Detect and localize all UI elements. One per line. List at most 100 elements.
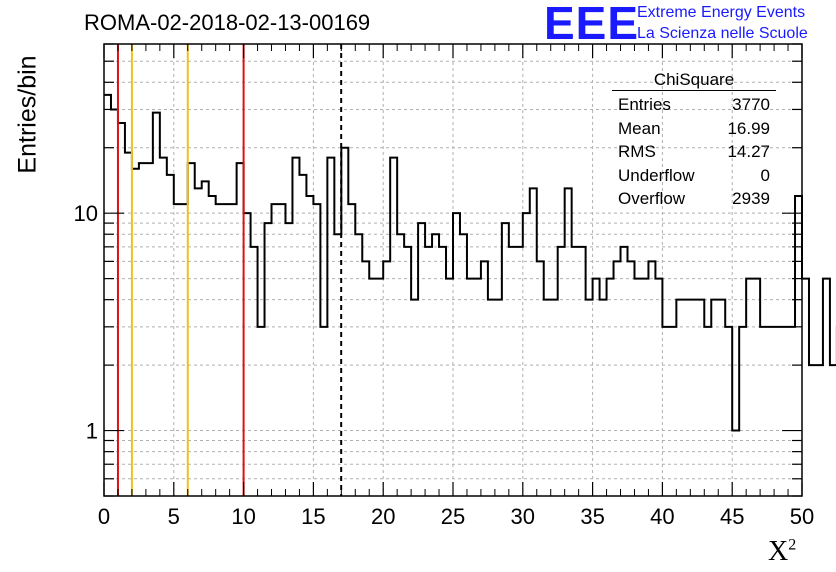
stats-row-mean: Mean 16.99: [612, 117, 776, 141]
histogram-bin: [118, 123, 125, 496]
x-tick-label: 15: [301, 504, 325, 529]
stats-row-rms: RMS 14.27: [612, 140, 776, 164]
histogram-bin: [732, 431, 739, 496]
logo-line-1: Extreme Energy Events: [637, 4, 806, 21]
x-axis-label-sup: 2: [788, 536, 797, 554]
histogram-bin: [411, 300, 418, 496]
x-tick-label: 50: [790, 504, 814, 529]
histogram-bin: [348, 204, 355, 496]
histogram-bin: [697, 300, 704, 496]
histogram-bin: [628, 261, 635, 496]
histogram-bin: [781, 327, 788, 496]
x-tick-label: 5: [168, 504, 180, 529]
histogram-bin: [753, 279, 760, 496]
stats-label: Mean: [618, 118, 661, 138]
histogram-bin: [404, 247, 411, 496]
stats-value: 14.27: [727, 142, 770, 161]
histogram-bin: [376, 279, 383, 496]
histogram-bin: [711, 300, 718, 496]
histogram-bin: [125, 153, 132, 496]
histogram-bin: [327, 158, 334, 496]
histogram-bin: [586, 300, 593, 496]
histogram-bin: [369, 279, 376, 496]
histogram-bin: [460, 234, 467, 496]
histogram-bin: [139, 163, 146, 496]
histogram-bin: [446, 279, 453, 496]
histogram-bin: [565, 188, 572, 496]
histogram-bin: [600, 300, 607, 496]
histogram-bin: [607, 279, 614, 496]
stats-value: 16.99: [727, 118, 770, 138]
histogram-bin: [306, 196, 313, 496]
histogram-bin: [299, 175, 306, 496]
histogram-bin: [655, 279, 662, 496]
logo-line-2: La Scienza nelle Scuole: [637, 25, 808, 42]
stats-row-overflow: Overflow 2939: [612, 187, 776, 211]
histogram-bin: [195, 188, 202, 496]
histogram-bin: [237, 163, 244, 496]
histogram-bin: [467, 279, 474, 496]
histogram-bin: [530, 188, 537, 496]
histogram-bin: [614, 261, 621, 496]
histogram-bin: [272, 204, 279, 496]
histogram-bin: [285, 223, 292, 496]
histogram-bin: [188, 163, 195, 496]
histogram-bin: [774, 327, 781, 496]
histogram-bin: [230, 204, 237, 496]
axis-ticks: [103, 43, 803, 497]
histogram-bin: [516, 247, 523, 496]
histogram-bin: [746, 279, 753, 496]
x-tick-label: 20: [371, 504, 395, 529]
y-tick-label: 10: [74, 201, 98, 226]
histogram-bin: [341, 148, 348, 496]
x-tick-label: 10: [231, 504, 255, 529]
stats-label: Entries: [618, 95, 671, 114]
histogram-bin: [425, 247, 432, 496]
histogram-bin: [767, 327, 774, 496]
histogram-bin: [258, 327, 265, 496]
histogram-bin: [495, 300, 502, 496]
histogram-bin: [292, 158, 299, 496]
histogram-bin: [572, 247, 579, 496]
histogram-bin: [202, 181, 209, 496]
histogram-bin: [418, 223, 425, 496]
histogram-bin: [355, 234, 362, 496]
histogram-bin: [621, 247, 628, 496]
histogram-bin: [593, 279, 600, 496]
histogram-bin: [579, 247, 586, 496]
histogram-bin: [816, 365, 823, 496]
histogram-bin: [739, 327, 746, 496]
histogram-bin: [788, 327, 795, 496]
histogram-bin: [809, 365, 816, 496]
x-tick-label: 35: [580, 504, 604, 529]
histogram-bin: [383, 261, 390, 496]
x-tick-label: 30: [511, 504, 535, 529]
histogram-bin: [160, 158, 167, 496]
histogram-bin: [830, 365, 836, 496]
histogram-bin: [676, 300, 683, 496]
histogram-bin: [167, 175, 174, 496]
eee-logo: EEE: [544, 0, 640, 49]
histogram-bin: [509, 247, 516, 496]
histogram-bin: [662, 327, 669, 496]
histogram-bin: [648, 261, 655, 496]
histogram-bin: [523, 213, 530, 496]
histogram-step-line: [104, 93, 836, 432]
histogram-bars: [104, 93, 836, 496]
histogram-bin: [251, 247, 258, 496]
histogram-bin: [641, 279, 648, 496]
histogram-bin: [683, 300, 690, 496]
stats-box: ChiSquare Entries 3770 Mean 16.99 RMS 14.27…: [612, 70, 776, 211]
histogram-bin: [718, 300, 725, 496]
histogram-bin: [223, 204, 230, 496]
marker-lines: [116, 44, 343, 496]
stats-value: 3770: [732, 95, 770, 114]
stats-label: Overflow: [618, 189, 686, 208]
histogram-bin: [439, 247, 446, 496]
histogram-bin: [104, 95, 111, 496]
histogram-bin: [795, 196, 802, 496]
histogram-bin: [502, 223, 509, 496]
stats-value: 2939: [732, 189, 770, 208]
x-axis-label-base: X: [768, 536, 789, 567]
histogram-bin: [390, 158, 397, 496]
